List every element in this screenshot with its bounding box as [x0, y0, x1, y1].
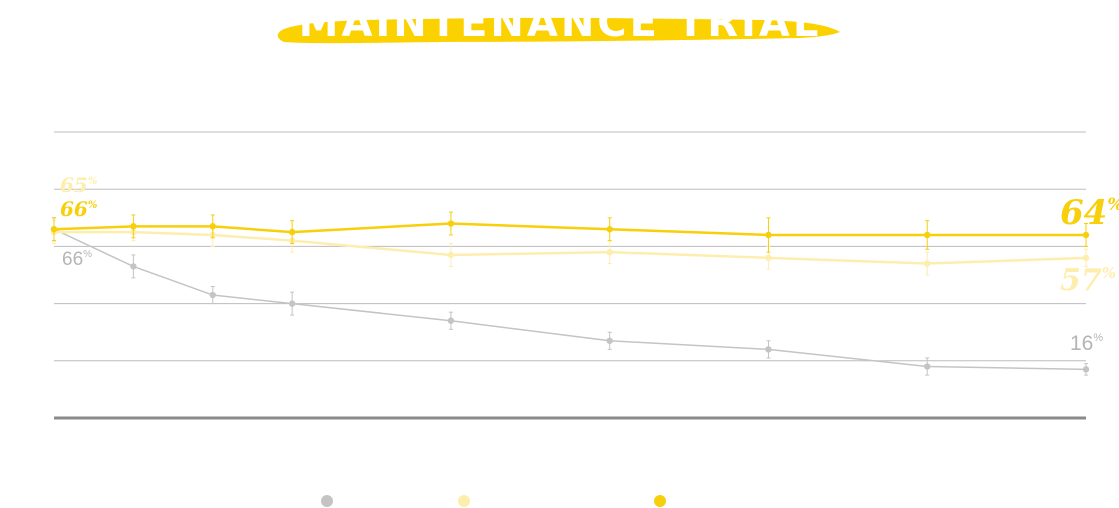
- start-label-grey: 66%: [62, 249, 92, 270]
- data-labels: 65%66%66%64%57%16%: [60, 173, 1119, 355]
- data-point: [1082, 254, 1090, 262]
- legend-marker-grey: [321, 495, 333, 507]
- chart-title: MAINTENANCE TRIAL: [299, 0, 822, 46]
- data-point: [209, 223, 216, 230]
- title-brush-stroke: [277, 17, 840, 44]
- end-label-grey: 16%: [1070, 332, 1103, 355]
- data-point: [765, 254, 772, 262]
- data-point: [447, 251, 455, 259]
- data-point: [1082, 231, 1090, 239]
- series-line-grey: [53, 228, 1087, 371]
- data-point: [765, 231, 772, 239]
- data-point: [130, 223, 137, 230]
- data-point: [606, 248, 613, 256]
- data-point: [130, 263, 137, 270]
- legend: [321, 495, 666, 507]
- series-grey: [50, 217, 1090, 376]
- data-point: [447, 317, 455, 324]
- series-line-gold: [53, 222, 1086, 237]
- chart-title-group: MAINTENANCE TRIAL: [277, 0, 840, 46]
- series-gold: [50, 211, 1090, 253]
- data-point: [606, 337, 613, 344]
- legend-marker-gold: [654, 495, 666, 507]
- data-point: [209, 291, 216, 299]
- data-point: [765, 346, 772, 353]
- data-point: [924, 363, 931, 370]
- data-point: [1082, 366, 1090, 373]
- end-label-gold: 64%: [1060, 193, 1119, 233]
- series-line-pale: [54, 230, 1087, 265]
- data-point: [606, 226, 613, 233]
- gridlines: [54, 131, 1086, 420]
- data-point: [50, 226, 58, 233]
- end-label-pale: 57%: [1060, 263, 1116, 298]
- series-layer: [50, 211, 1090, 376]
- data-point: [924, 231, 931, 239]
- start-label-gold: 66%: [60, 197, 98, 221]
- data-point: [288, 300, 296, 307]
- start-label-pale: 65%: [60, 173, 98, 197]
- legend-marker-pale: [458, 495, 470, 507]
- data-point: [288, 228, 296, 236]
- data-point: [924, 260, 931, 267]
- data-point: [447, 220, 455, 227]
